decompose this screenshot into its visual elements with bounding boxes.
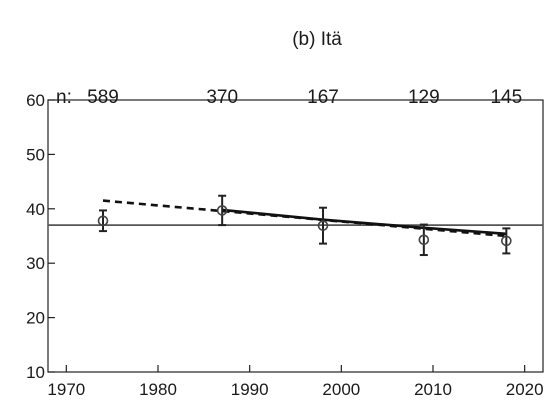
x-tick-label: 2020 [506, 380, 544, 399]
sample-size-label: 167 [307, 87, 339, 108]
y-tick-label: 50 [26, 145, 45, 164]
x-tick-label: 1980 [139, 380, 177, 399]
sample-size-label: 370 [206, 87, 238, 108]
trend-line-solid [222, 208, 507, 236]
y-tick-label: 40 [26, 200, 45, 219]
x-tick-label: 2000 [322, 380, 360, 399]
data-point [418, 234, 430, 246]
data-point [97, 215, 109, 227]
plot-area: 10 20 30 40 50 60 1970 1980 1990 2000 2010 2020 [26, 91, 544, 399]
data-point [317, 220, 329, 231]
x-tick-label: 1970 [47, 380, 85, 399]
y-tick-label: 60 [26, 91, 45, 110]
x-tick-label: 1990 [231, 380, 269, 399]
data-point [216, 205, 228, 216]
y-tick-label: 30 [26, 254, 45, 273]
sample-size-labels: 589 370 167 129 145 [87, 87, 522, 108]
sample-size-label: 589 [87, 87, 119, 108]
chart-title: (b) Itä [292, 29, 342, 50]
plot-frame [47, 99, 544, 373]
sample-size-prefix: n: [56, 87, 72, 108]
y-tick-label: 10 [26, 363, 45, 382]
sample-size-label: 145 [490, 87, 522, 108]
x-tick-label: 2010 [414, 380, 452, 399]
sample-size-label: 129 [408, 87, 440, 108]
data-point [501, 235, 512, 247]
y-tick-label: 20 [26, 309, 45, 328]
